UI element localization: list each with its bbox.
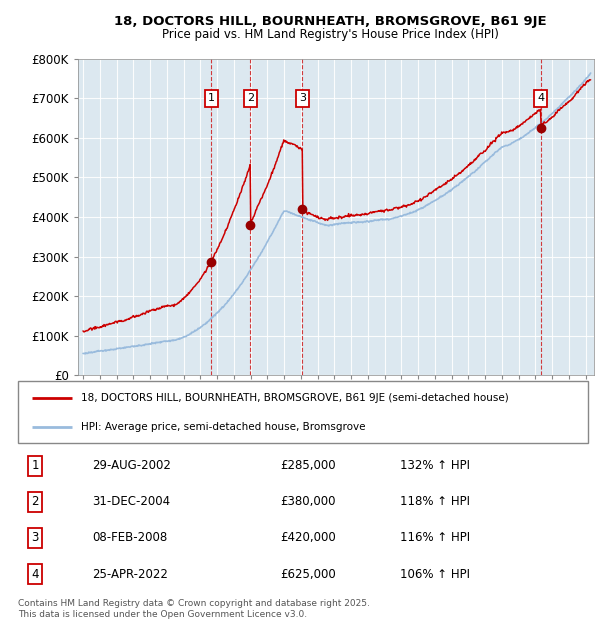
- Text: 31-DEC-2004: 31-DEC-2004: [92, 495, 170, 508]
- Text: 18, DOCTORS HILL, BOURNHEATH, BROMSGROVE, B61 9JE (semi-detached house): 18, DOCTORS HILL, BOURNHEATH, BROMSGROVE…: [80, 393, 508, 403]
- Text: 3: 3: [31, 531, 39, 544]
- Text: 132% ↑ HPI: 132% ↑ HPI: [400, 459, 470, 472]
- Text: Price paid vs. HM Land Registry's House Price Index (HPI): Price paid vs. HM Land Registry's House …: [161, 28, 499, 41]
- Text: 4: 4: [31, 567, 39, 580]
- Text: 25-APR-2022: 25-APR-2022: [92, 567, 168, 580]
- Text: £420,000: £420,000: [280, 531, 336, 544]
- Text: HPI: Average price, semi-detached house, Bromsgrove: HPI: Average price, semi-detached house,…: [80, 422, 365, 432]
- Text: 2: 2: [31, 495, 39, 508]
- Text: 1: 1: [31, 459, 39, 472]
- Text: 106% ↑ HPI: 106% ↑ HPI: [400, 567, 470, 580]
- Text: 116% ↑ HPI: 116% ↑ HPI: [400, 531, 470, 544]
- Text: £625,000: £625,000: [280, 567, 336, 580]
- Text: 118% ↑ HPI: 118% ↑ HPI: [400, 495, 470, 508]
- Text: £380,000: £380,000: [280, 495, 336, 508]
- Text: £285,000: £285,000: [280, 459, 336, 472]
- Text: 2: 2: [247, 94, 254, 104]
- Text: 1: 1: [208, 94, 215, 104]
- Text: 18, DOCTORS HILL, BOURNHEATH, BROMSGROVE, B61 9JE: 18, DOCTORS HILL, BOURNHEATH, BROMSGROVE…: [113, 16, 547, 29]
- Text: Contains HM Land Registry data © Crown copyright and database right 2025.
This d: Contains HM Land Registry data © Crown c…: [18, 600, 370, 619]
- Text: 29-AUG-2002: 29-AUG-2002: [92, 459, 171, 472]
- Text: 3: 3: [299, 94, 306, 104]
- Text: 08-FEB-2008: 08-FEB-2008: [92, 531, 167, 544]
- Text: 4: 4: [537, 94, 544, 104]
